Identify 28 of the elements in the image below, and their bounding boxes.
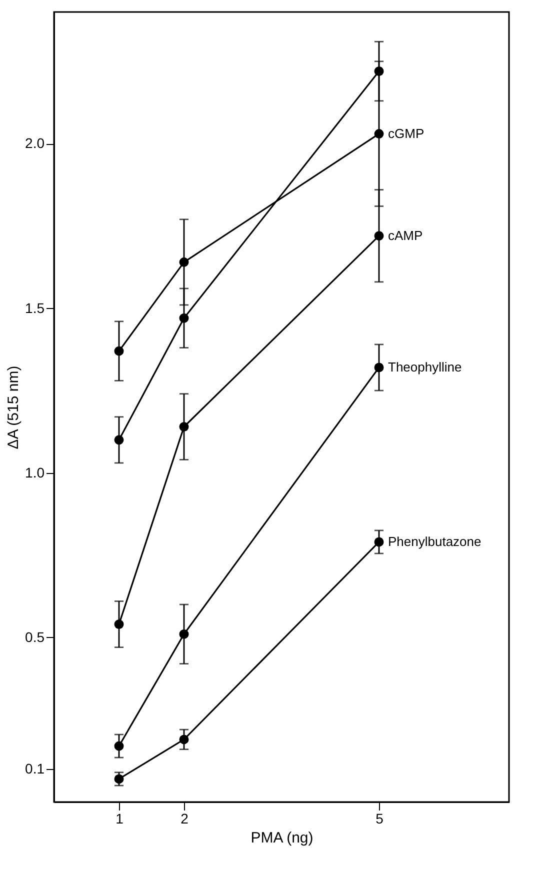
point	[374, 129, 384, 139]
point	[114, 620, 124, 629]
y-tick-label: 0.5	[25, 628, 45, 645]
point	[114, 774, 124, 784]
y-tick-label: 0.1	[25, 760, 45, 777]
y-tick-label: 1.0	[25, 464, 45, 480]
point	[114, 435, 124, 445]
y-axis-title: ΔA (515 nm)	[5, 366, 22, 450]
point	[114, 346, 124, 356]
series-label: Phenylbutazone	[388, 534, 482, 549]
y-tick-label: 1.5	[25, 300, 45, 316]
point	[374, 537, 384, 547]
point	[179, 257, 189, 267]
y-tick-label: 2.0	[25, 135, 45, 152]
point	[179, 422, 189, 432]
x-axis-title: PMA (ng)	[250, 830, 314, 846]
x-tick-label: 5	[376, 810, 384, 826]
x-tick-label: 1	[116, 810, 124, 826]
point	[374, 231, 384, 241]
point	[179, 629, 189, 639]
series-label: cAMP	[388, 228, 423, 243]
x-tick-label: 2	[180, 810, 189, 826]
point	[179, 734, 189, 744]
point	[114, 741, 124, 751]
point	[179, 313, 189, 323]
series-label: Theophylline	[388, 360, 462, 374]
series-label: cGMP	[388, 126, 424, 141]
point	[374, 362, 384, 372]
